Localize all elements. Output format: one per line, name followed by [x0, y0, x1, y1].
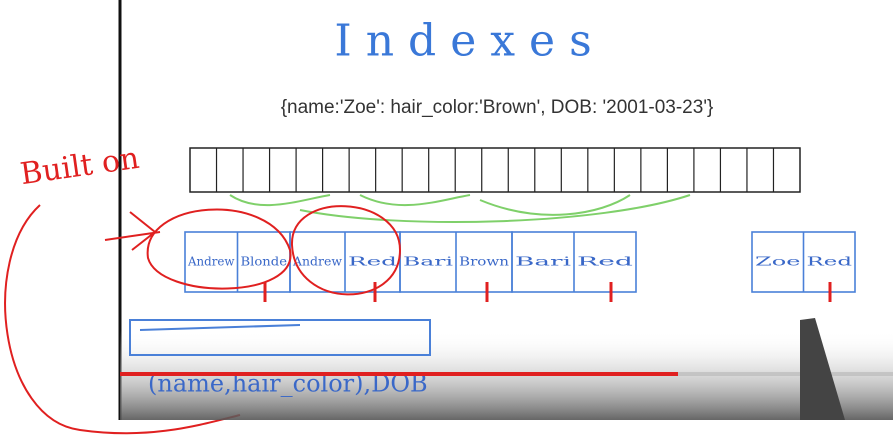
progress-played[interactable]	[120, 372, 678, 376]
red-circles	[146, 205, 402, 296]
pointer-arrows	[229, 194, 691, 223]
pen	[800, 318, 845, 420]
record-field: Andrew	[187, 255, 235, 269]
record-field: Red	[348, 255, 398, 269]
array-box	[189, 147, 801, 193]
record-field: Bari	[403, 255, 453, 269]
document-text: {name:'Zoe': hair_color:'Brown', DOB: '2…	[281, 97, 714, 118]
record-field: Andrew	[292, 255, 343, 269]
index-bracket	[129, 319, 431, 356]
record-field: Zoe	[755, 255, 801, 269]
records: Andrew Blonde Andrew Red Bari Brown Bari Red Zoe…	[184, 231, 856, 302]
title: Indexes	[334, 16, 605, 67]
record-field: Bari	[515, 255, 571, 269]
annotation-arrow	[4, 204, 241, 435]
record-field: Brown	[459, 255, 509, 269]
array	[189, 147, 801, 193]
record-field: Red	[807, 255, 853, 269]
record-field: Blonde	[241, 255, 288, 269]
record-field: Red	[577, 255, 634, 269]
